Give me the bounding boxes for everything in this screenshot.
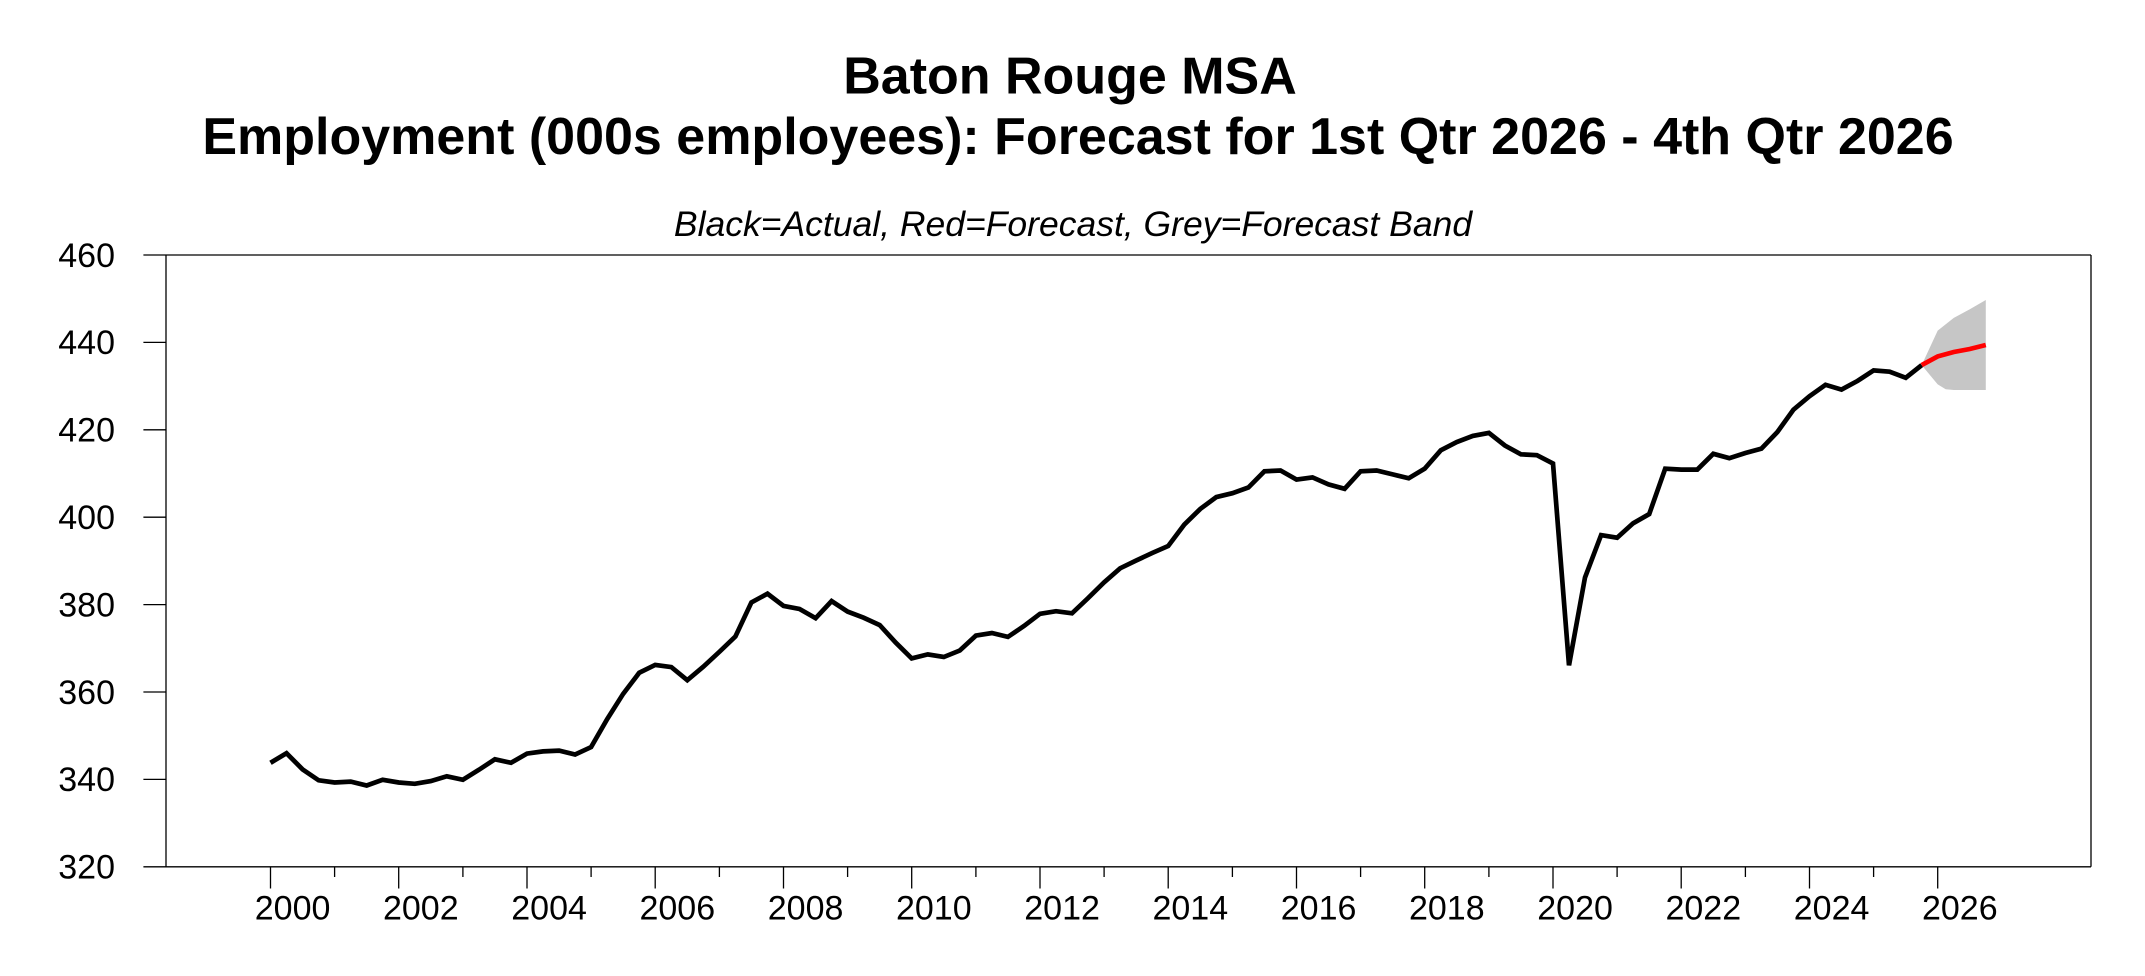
svg-text:2016: 2016 bbox=[1281, 889, 1357, 927]
svg-text:440: 440 bbox=[58, 324, 115, 362]
svg-text:360: 360 bbox=[58, 674, 115, 712]
svg-text:Baton Rouge MSA: Baton Rouge MSA bbox=[843, 47, 1297, 105]
svg-text:2024: 2024 bbox=[1794, 889, 1870, 927]
svg-text:Black=Actual, Red=Forecast, Gr: Black=Actual, Red=Forecast, Grey=Forecas… bbox=[674, 204, 1473, 244]
svg-text:2018: 2018 bbox=[1409, 889, 1485, 927]
svg-text:2026: 2026 bbox=[1922, 889, 1998, 927]
svg-text:2008: 2008 bbox=[768, 889, 844, 927]
svg-text:2010: 2010 bbox=[896, 889, 972, 927]
svg-text:2004: 2004 bbox=[511, 889, 587, 927]
svg-text:2000: 2000 bbox=[255, 889, 331, 927]
svg-text:Employment (000s employees): F: Employment (000s employees): Forecast fo… bbox=[202, 108, 1953, 166]
svg-text:2014: 2014 bbox=[1152, 889, 1228, 927]
svg-text:2012: 2012 bbox=[1024, 889, 1100, 927]
svg-text:460: 460 bbox=[58, 237, 115, 275]
svg-text:400: 400 bbox=[58, 499, 115, 537]
svg-text:2006: 2006 bbox=[639, 889, 715, 927]
svg-text:2020: 2020 bbox=[1537, 889, 1613, 927]
svg-text:340: 340 bbox=[58, 761, 115, 799]
svg-text:2022: 2022 bbox=[1665, 889, 1741, 927]
svg-text:380: 380 bbox=[58, 586, 115, 624]
svg-text:420: 420 bbox=[58, 412, 115, 450]
svg-text:320: 320 bbox=[58, 849, 115, 887]
svg-text:2002: 2002 bbox=[383, 889, 459, 927]
